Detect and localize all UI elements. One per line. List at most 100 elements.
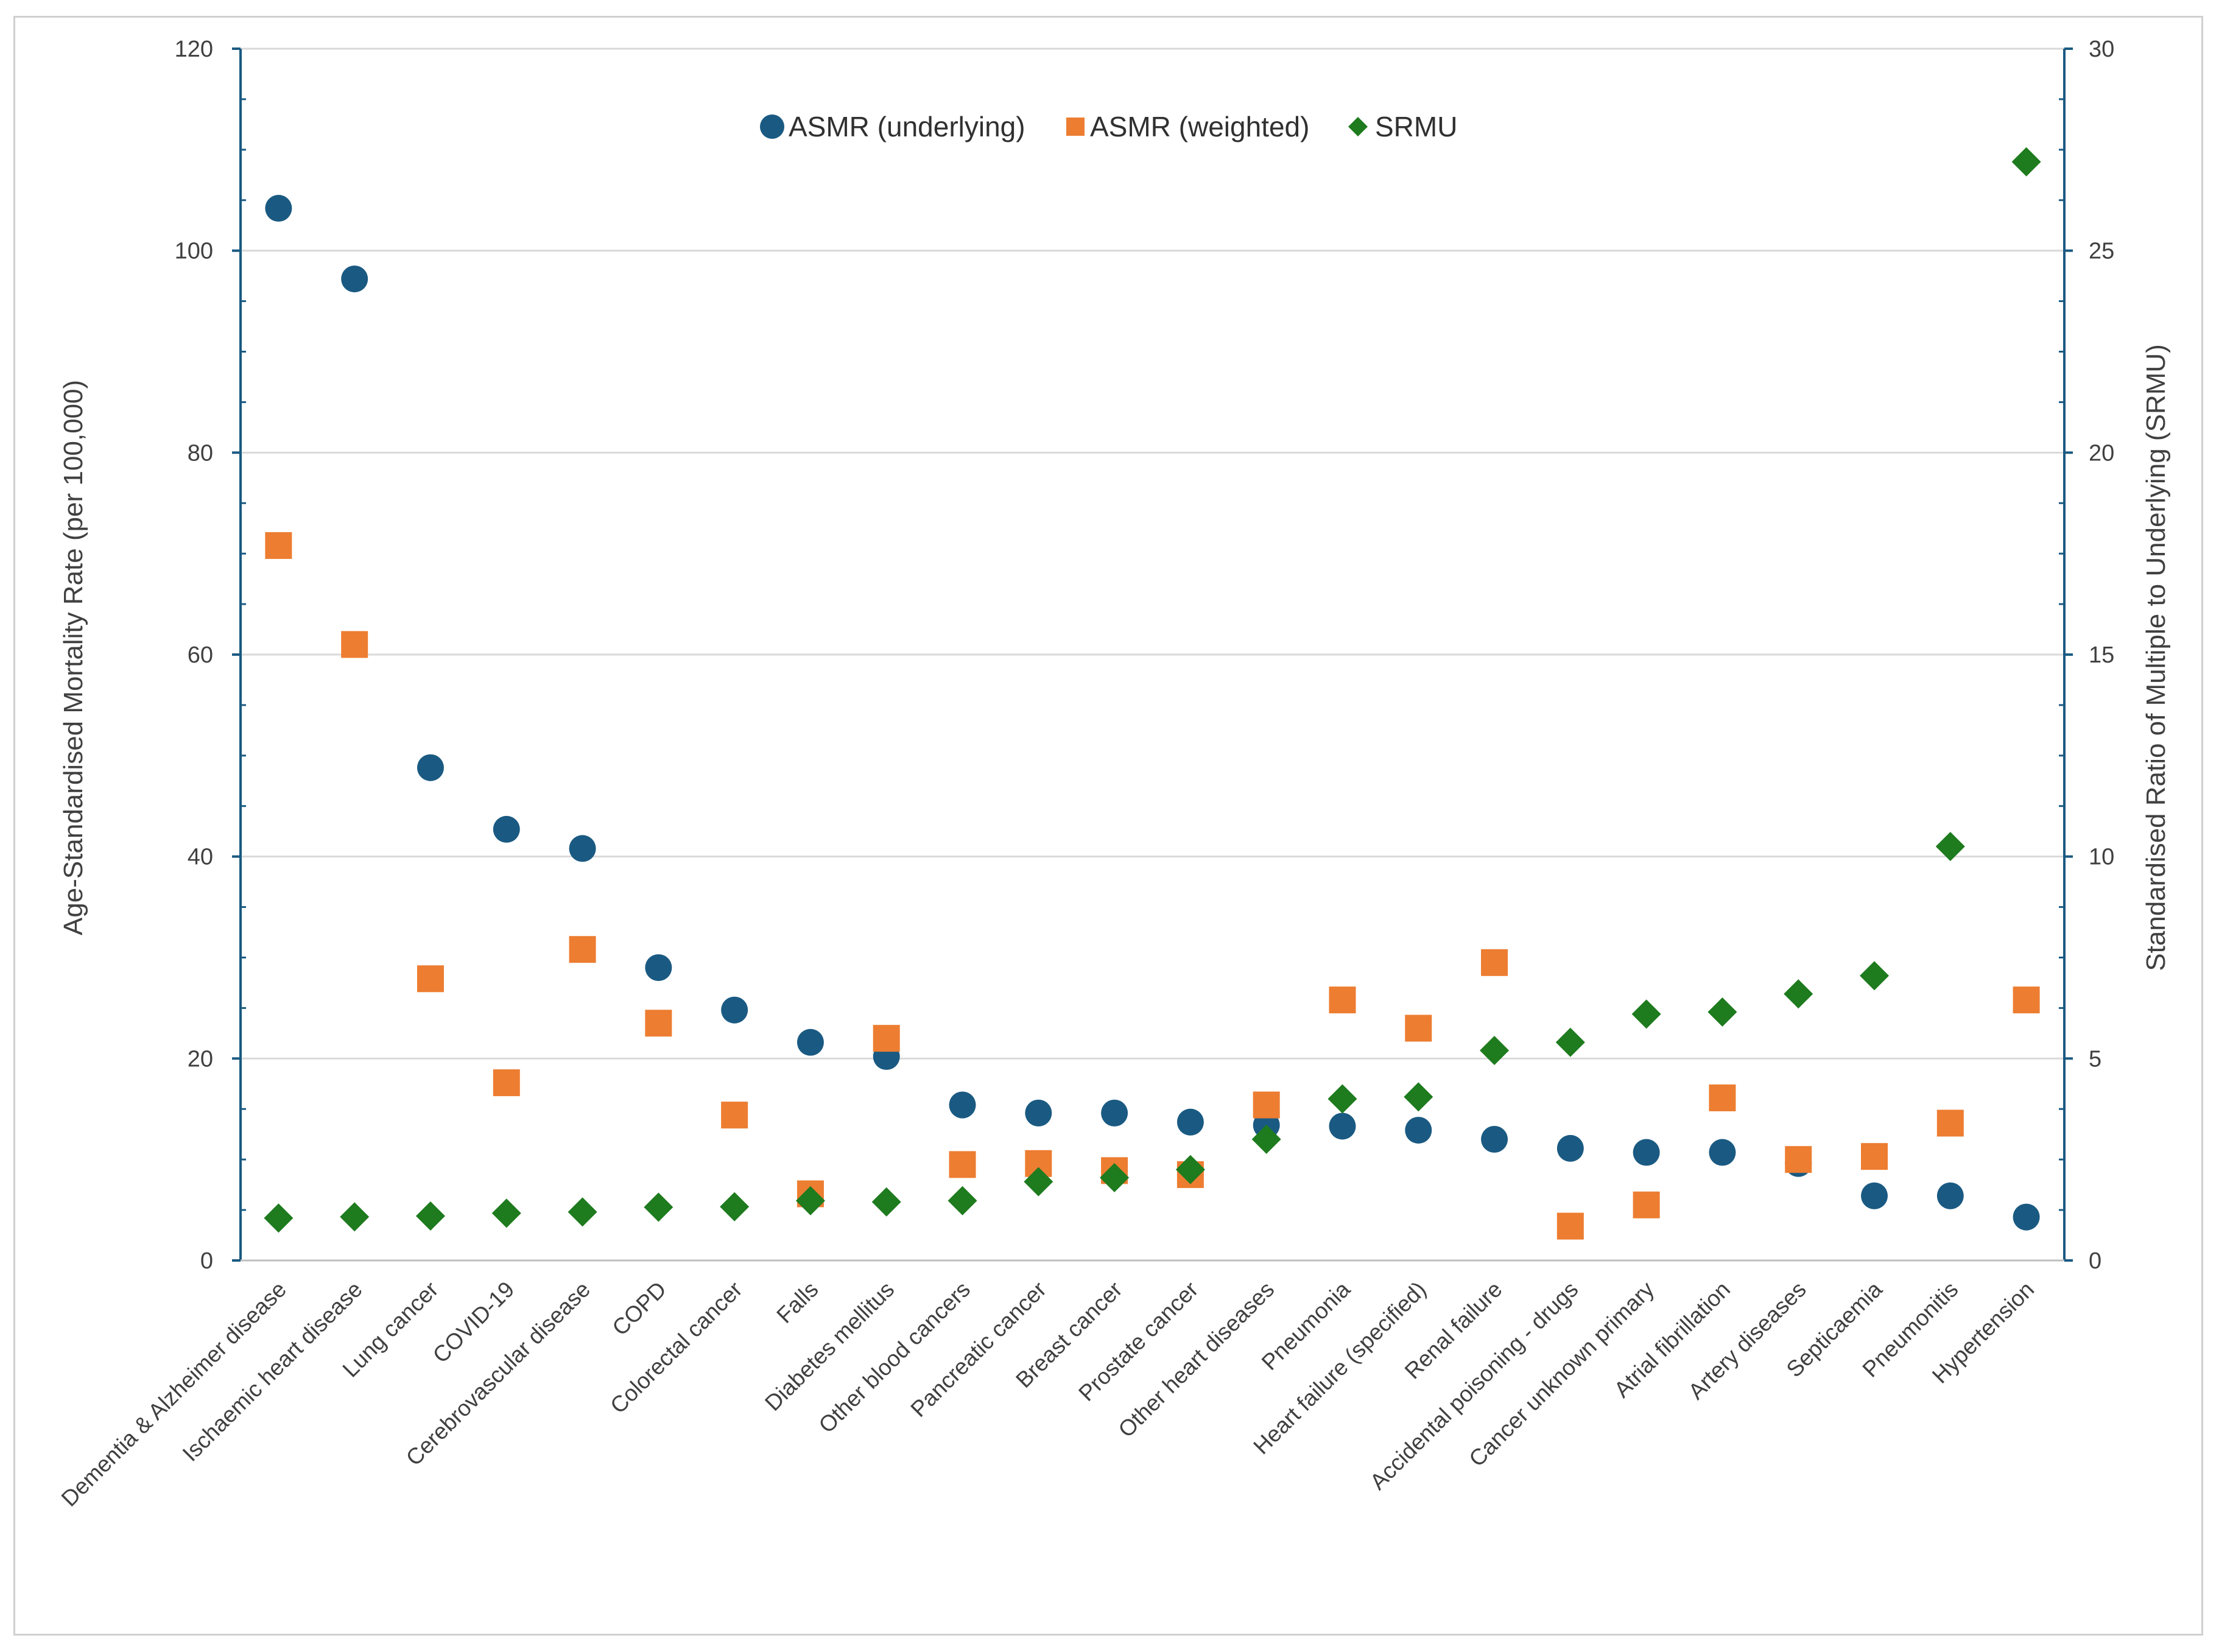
data-point-square — [265, 532, 292, 559]
data-point-diamond — [1024, 1167, 1053, 1197]
data-point-circle — [2013, 1203, 2040, 1231]
data-point-diamond — [1328, 1084, 1357, 1114]
data-point-diamond — [340, 1202, 370, 1232]
data-point-circle — [721, 996, 748, 1024]
data-point-circle — [1025, 1099, 1052, 1127]
data-point-square — [1405, 1014, 1432, 1042]
x-category-label: Falls — [772, 1277, 823, 1328]
data-point-diamond — [1404, 1082, 1433, 1112]
x-category-label: Other blood cancers — [814, 1277, 976, 1438]
data-point-diamond — [948, 1186, 977, 1215]
data-point-diamond — [415, 1201, 445, 1231]
data-point-square — [569, 936, 596, 963]
chart-frame — [13, 16, 2203, 1636]
data-point-circle — [949, 1091, 976, 1119]
series-square — [265, 532, 2040, 1240]
data-point-square — [493, 1069, 520, 1097]
data-point-square — [341, 631, 368, 658]
data-point-square — [949, 1151, 976, 1178]
y-left-tick-label: 20 — [188, 1046, 213, 1072]
y-left-tick-label: 80 — [188, 440, 213, 466]
gridlines — [241, 47, 2064, 1060]
y-axis-right-title: Standardised Ratio of Multiple to Underl… — [2141, 344, 2171, 971]
data-point-diamond — [264, 1203, 294, 1233]
data-point-circle — [341, 265, 368, 293]
y-left-tick-label: 60 — [188, 642, 213, 668]
data-point-circle — [493, 815, 520, 843]
data-point-square — [1936, 1109, 1964, 1137]
series-layer — [264, 147, 2041, 1240]
y-left-tick-label: 40 — [188, 845, 213, 870]
y-right-tick-label: 25 — [2089, 239, 2114, 264]
legend-label: ASMR (underlying) — [789, 111, 1025, 142]
y-right-tick-label: 5 — [2089, 1046, 2101, 1072]
data-point-diamond — [871, 1187, 901, 1217]
data-point-square — [721, 1102, 748, 1129]
data-point-circle — [645, 954, 672, 982]
data-point-diamond — [1935, 832, 1965, 862]
y-right-tick-label: 15 — [2089, 642, 2114, 668]
y-right-tick-label: 30 — [2089, 37, 2114, 62]
legend-marker-diamond — [1348, 117, 1368, 136]
right-axis-ticks: 0 5 10 15 20 25 30 — [2059, 37, 2114, 1274]
x-category-label: Pancreatic cancer — [906, 1277, 1051, 1422]
data-point-diamond — [1860, 961, 1890, 991]
data-point-diamond — [1480, 1036, 1510, 1066]
x-category-label: Colorectal cancer — [605, 1277, 747, 1419]
data-point-circle — [569, 835, 596, 862]
data-point-diamond — [1784, 979, 1813, 1009]
data-point-diamond — [795, 1186, 825, 1215]
series-diamond — [264, 147, 2041, 1233]
legend-marker-circle — [760, 114, 784, 139]
data-point-square — [1253, 1091, 1280, 1119]
data-point-square — [1785, 1146, 1812, 1173]
y-right-tick-label: 20 — [2089, 440, 2114, 466]
data-point-circle — [1101, 1099, 1128, 1127]
legend-label: SRMU — [1375, 111, 1457, 142]
data-point-circle — [265, 195, 292, 222]
data-point-circle — [1329, 1112, 1356, 1140]
legend: ASMR (underlying) ASMR (weighted) SRMU — [760, 111, 1457, 142]
data-point-square — [873, 1025, 900, 1052]
data-point-square — [1861, 1143, 1888, 1170]
data-point-square — [1481, 949, 1508, 976]
y-left-tick-label: 0 — [200, 1248, 213, 1274]
data-point-circle — [1709, 1139, 1736, 1166]
x-category-label: Other heart diseases — [1113, 1277, 1279, 1443]
data-point-diamond — [720, 1192, 750, 1221]
data-point-circle — [797, 1028, 824, 1056]
data-point-diamond — [491, 1198, 521, 1228]
data-point-square — [1633, 1191, 1660, 1218]
x-category-label: COPD — [607, 1277, 671, 1341]
data-point-diamond — [1100, 1163, 1130, 1193]
left-axis-ticks: 0 20 40 60 80 100 120 — [175, 37, 246, 1274]
data-point-square — [1709, 1084, 1736, 1112]
data-point-diamond — [644, 1192, 673, 1222]
data-point-square — [1556, 1212, 1584, 1240]
data-point-diamond — [2011, 147, 2041, 177]
data-point-square — [645, 1010, 672, 1037]
data-point-diamond — [568, 1197, 597, 1227]
data-point-circle — [1481, 1126, 1508, 1153]
legend-label: ASMR (weighted) — [1090, 111, 1309, 142]
data-point-diamond — [1555, 1027, 1585, 1057]
data-point-square — [1329, 986, 1356, 1014]
series-circle — [265, 195, 2040, 1231]
y-right-tick-label: 0 — [2089, 1248, 2101, 1274]
data-point-circle — [1556, 1134, 1584, 1162]
data-point-circle — [1405, 1117, 1432, 1144]
x-category-label: Diabetes mellitus — [760, 1277, 899, 1416]
data-point-square — [417, 965, 444, 993]
y-left-tick-label: 100 — [175, 239, 213, 264]
y-right-tick-label: 10 — [2089, 845, 2114, 870]
data-point-diamond — [1175, 1155, 1205, 1184]
data-point-diamond — [1631, 999, 1661, 1029]
data-point-diamond — [1251, 1125, 1281, 1154]
data-point-circle — [1176, 1108, 1204, 1136]
legend-marker-square — [1066, 118, 1085, 136]
data-point-circle — [1861, 1182, 1888, 1209]
y-axis-left-title: Age-Standardised Mortality Rate (per 100… — [58, 380, 88, 935]
data-point-circle — [1633, 1139, 1660, 1166]
data-point-diamond — [1707, 997, 1737, 1027]
